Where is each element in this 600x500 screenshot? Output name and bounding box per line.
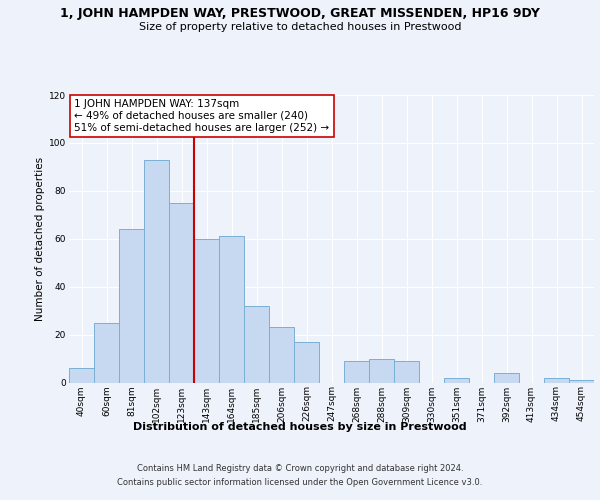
Text: 1 JOHN HAMPDEN WAY: 137sqm
← 49% of detached houses are smaller (240)
51% of sem: 1 JOHN HAMPDEN WAY: 137sqm ← 49% of deta… [74, 100, 329, 132]
Bar [219, 236, 244, 382]
Bar [294, 342, 319, 382]
Bar [369, 358, 394, 382]
Bar [344, 361, 369, 382]
Y-axis label: Number of detached properties: Number of detached properties [35, 156, 45, 321]
Bar [169, 203, 194, 382]
Bar [394, 361, 419, 382]
Bar [244, 306, 269, 382]
Bar [194, 239, 219, 382]
Text: Contains public sector information licensed under the Open Government Licence v3: Contains public sector information licen… [118, 478, 482, 487]
Bar [569, 380, 594, 382]
Bar [269, 328, 294, 382]
Bar [494, 373, 519, 382]
Text: Contains HM Land Registry data © Crown copyright and database right 2024.: Contains HM Land Registry data © Crown c… [137, 464, 463, 473]
Text: Size of property relative to detached houses in Prestwood: Size of property relative to detached ho… [139, 22, 461, 32]
Bar [444, 378, 469, 382]
Text: Distribution of detached houses by size in Prestwood: Distribution of detached houses by size … [133, 422, 467, 432]
Bar [69, 368, 94, 382]
Bar [119, 229, 144, 382]
Bar [94, 322, 119, 382]
Bar [144, 160, 169, 382]
Text: 1, JOHN HAMPDEN WAY, PRESTWOOD, GREAT MISSENDEN, HP16 9DY: 1, JOHN HAMPDEN WAY, PRESTWOOD, GREAT MI… [60, 8, 540, 20]
Bar [544, 378, 569, 382]
